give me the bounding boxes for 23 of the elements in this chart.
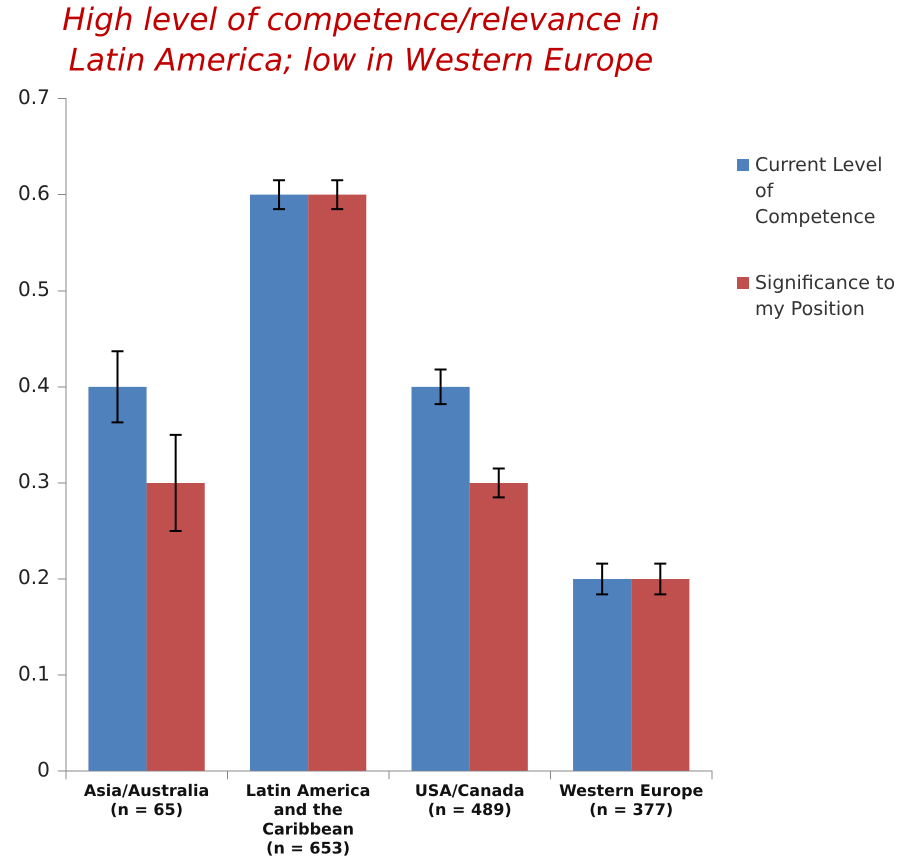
bar	[250, 194, 308, 771]
x-tick-label: Western Europe (n = 377)	[559, 780, 704, 820]
y-tick-label: 0.1	[18, 661, 50, 686]
bar	[412, 386, 470, 771]
y-tick-label: 0.6	[18, 180, 50, 205]
legend-label: Current Level of Competence	[755, 153, 884, 230]
bar	[470, 482, 528, 771]
bar	[573, 579, 632, 771]
x-tick-label: USA/Canada (n = 489)	[414, 780, 525, 820]
bar	[631, 579, 690, 771]
y-tick-label: 0.2	[18, 565, 50, 590]
legend-label: Significance to my Position	[755, 271, 896, 322]
x-tick-label: Latin America and the Caribbean (n = 653)	[246, 780, 370, 858]
chart-title: High level of competence/relevance in Latin America; low in Western Europe	[62, 2, 660, 78]
x-tick-label: Asia/Australia (n = 65)	[84, 780, 210, 820]
y-tick-label: 0	[37, 757, 50, 782]
y-tick-label: 0.4	[18, 373, 50, 398]
bar	[88, 386, 147, 771]
bar	[146, 482, 205, 771]
y-tick-label: 0.3	[18, 469, 50, 494]
bar	[308, 194, 366, 771]
y-tick-label: 0.7	[18, 84, 50, 109]
y-tick-label: 0.5	[18, 276, 50, 301]
